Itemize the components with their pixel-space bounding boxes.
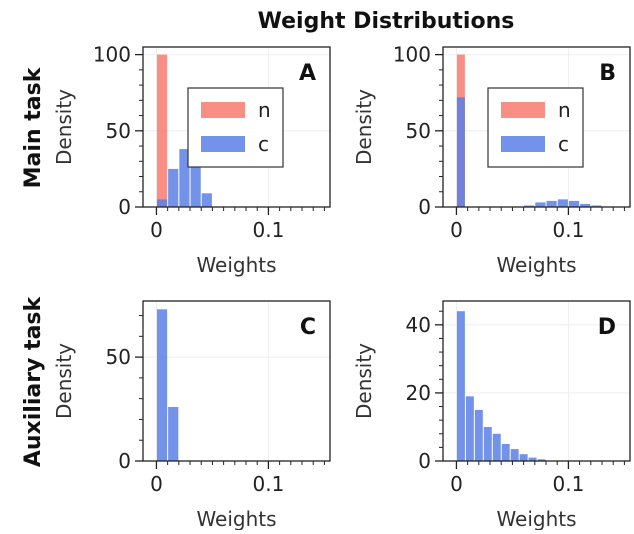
panel-d-ytick-label-2: 40 bbox=[406, 313, 431, 337]
panel-d-xlabel: Weights bbox=[496, 507, 576, 530]
panel-a-legend-swatch-n bbox=[201, 102, 245, 118]
panel-d-bar-c-6 bbox=[510, 449, 519, 461]
panel-a-xtick-label-0: 0 bbox=[150, 218, 163, 242]
panel-a-ytick-label-0: 0 bbox=[118, 195, 131, 219]
panel-c-xtick-label-1: 0.1 bbox=[253, 472, 285, 496]
panel-c-ytick-label-0: 0 bbox=[118, 449, 131, 473]
panel-d-xtick-label-0: 0 bbox=[450, 472, 463, 496]
panel-a-ytick-label-1: 50 bbox=[106, 119, 131, 143]
panel-b-bar-c-6 bbox=[580, 203, 591, 207]
panel-d-ylabel: Density bbox=[352, 343, 376, 419]
panel-a-frame bbox=[142, 46, 331, 208]
panel-d-bar-c-5 bbox=[501, 443, 510, 461]
panel-b-bar-c-1 bbox=[524, 205, 535, 207]
panel-d-bar-c-0 bbox=[456, 311, 465, 461]
panel-a-ylabel: Density bbox=[52, 89, 76, 165]
panel-c: 0 0.1 0 50 Weights Density C bbox=[52, 300, 331, 531]
panel-d-bar-c-7 bbox=[519, 454, 528, 461]
panel-d-letter: D bbox=[598, 315, 616, 340]
panel-d-bar-c-1 bbox=[465, 396, 474, 461]
panel-c-ylabel: Density bbox=[52, 343, 76, 419]
panel-a-legend: nc bbox=[187, 87, 284, 168]
panel-c-ytick-label-1: 50 bbox=[106, 345, 131, 369]
panel-b-letter: B bbox=[599, 61, 616, 86]
figure-title: Weight Distributions bbox=[258, 9, 515, 34]
panel-a-xtick-label-1: 0.1 bbox=[253, 218, 285, 242]
panel-c-xlabel: Weights bbox=[196, 507, 276, 530]
panel-d-bar-c-8 bbox=[528, 457, 537, 461]
panel-a-legend-label-n: n bbox=[258, 98, 271, 122]
panel-a-bar-c-2 bbox=[179, 149, 190, 207]
panel-b-legend-label-c: c bbox=[558, 132, 569, 156]
row-label-main-task: Main task bbox=[21, 66, 46, 188]
panel-b-legend-swatch-n bbox=[501, 102, 545, 118]
panel-b-xtick-label-1: 0.1 bbox=[553, 218, 585, 242]
panel-b-xlabel: Weights bbox=[496, 253, 576, 277]
panel-b-ytick-label-0: 0 bbox=[418, 195, 431, 219]
panel-b-bar-c-7 bbox=[591, 205, 602, 207]
panel-d-bar-c-9 bbox=[537, 459, 546, 461]
panel-c-letter: C bbox=[300, 315, 316, 340]
panel-a-ytick-label-2: 100 bbox=[93, 43, 131, 67]
panel-b-bar-c-0 bbox=[456, 97, 465, 207]
panel-a-bar-c-0 bbox=[156, 199, 168, 207]
panel-a-bar-c-1 bbox=[168, 168, 179, 207]
panel-a-legend-label-c: c bbox=[258, 132, 269, 156]
panel-a-xlabel: Weights bbox=[196, 253, 276, 277]
row-label-auxiliary-task: Auxiliary task bbox=[21, 295, 46, 467]
panel-d: 0 0.1 0 20 40 Weights Density D bbox=[352, 300, 631, 531]
panel-b-bar-c-3 bbox=[546, 200, 557, 207]
panel-a-bar-n-0 bbox=[156, 54, 168, 207]
panel-b-legend-box bbox=[487, 87, 584, 168]
panel-b-bar-c-4 bbox=[557, 199, 568, 207]
panel-a-legend-swatch-c bbox=[201, 136, 245, 152]
panel-a-bar-c-3 bbox=[190, 167, 201, 207]
panel-a-letter: A bbox=[299, 61, 316, 86]
panel-b-frame bbox=[442, 46, 631, 208]
panel-d-frame bbox=[442, 300, 631, 462]
panel-d-ytick-label-1: 20 bbox=[406, 381, 431, 405]
panel-b-legend: nc bbox=[487, 87, 584, 168]
panel-a-legend-box bbox=[187, 87, 284, 168]
panel-a: 0 0.1 0 50 100 Weights Density Anc bbox=[52, 43, 331, 277]
panel-d-bar-c-4 bbox=[492, 433, 501, 461]
panel-b-ytick-label-2: 100 bbox=[393, 43, 431, 67]
panel-b-bar-c-5 bbox=[568, 200, 580, 207]
panel-b-bar-c-2 bbox=[535, 202, 546, 207]
panel-b-ytick-label-1: 50 bbox=[406, 119, 431, 143]
panel-d-xtick-label-1: 0.1 bbox=[553, 472, 585, 496]
panel-c-xtick-label-0: 0 bbox=[150, 472, 163, 496]
panel-d-bar-c-3 bbox=[483, 426, 492, 461]
panel-b-xtick-label-0: 0 bbox=[450, 218, 463, 242]
panel-c-bar-c-0 bbox=[156, 309, 168, 461]
panel-b-legend-label-n: n bbox=[558, 98, 571, 122]
panel-a-bar-c-4 bbox=[201, 193, 212, 207]
panel-b-ylabel: Density bbox=[352, 89, 376, 165]
panel-c-frame bbox=[142, 300, 331, 462]
panel-b-legend-swatch-c bbox=[501, 136, 545, 152]
panel-d-bar-c-2 bbox=[474, 409, 483, 461]
panel-b: 0 0.1 0 50 100 Weights Density Bnc bbox=[352, 43, 631, 277]
panel-c-bar-c-1 bbox=[168, 406, 179, 461]
panel-d-ytick-label-0: 0 bbox=[418, 449, 431, 473]
